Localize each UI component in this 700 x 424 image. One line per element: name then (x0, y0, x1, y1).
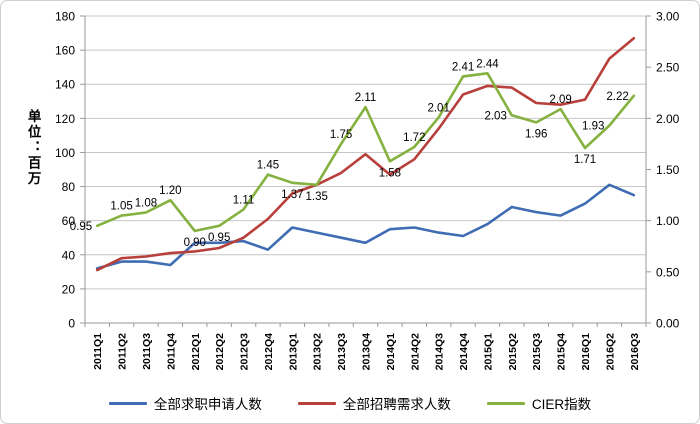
svg-text:2014Q2: 2014Q2 (409, 333, 421, 371)
left-axis-title: 单位：百万 (25, 109, 41, 187)
legend-label: 全部求职申请人数 (153, 397, 262, 412)
svg-text:1.37: 1.37 (281, 189, 303, 201)
svg-text:140: 140 (55, 78, 75, 92)
svg-text:0.95: 0.95 (208, 232, 230, 244)
svg-text:0.50: 0.50 (656, 265, 680, 279)
svg-text:120: 120 (55, 112, 75, 126)
chart-legend: 全部求职申请人数 全部招聘需求人数 CIER指数 (1, 393, 699, 413)
svg-text:2013Q1: 2013Q1 (287, 333, 299, 371)
svg-text:1.08: 1.08 (135, 197, 157, 209)
series-line-0 (95, 183, 636, 270)
blue-line-swatch-icon (108, 401, 147, 405)
series-line-2 (95, 72, 636, 233)
svg-text:1.00: 1.00 (656, 214, 680, 228)
svg-text:2016Q1: 2016Q1 (580, 333, 592, 371)
svg-text:2012Q1: 2012Q1 (190, 333, 202, 371)
svg-text:2013Q4: 2013Q4 (361, 333, 373, 371)
svg-text:1.20: 1.20 (159, 185, 181, 197)
svg-text:20: 20 (62, 282, 76, 296)
svg-text:100: 100 (55, 146, 75, 160)
svg-text:1.11: 1.11 (233, 194, 255, 206)
svg-text:1.45: 1.45 (257, 160, 279, 172)
svg-text:2012Q2: 2012Q2 (214, 333, 226, 371)
svg-text:2014Q3: 2014Q3 (434, 333, 446, 371)
left-axis-labels: 0 20 40 60 80 100 120 140 160 180 (55, 10, 75, 331)
svg-text:2013Q2: 2013Q2 (312, 333, 324, 371)
svg-text:80: 80 (62, 180, 76, 194)
svg-text:0.95: 0.95 (70, 221, 92, 233)
svg-text:2016Q2: 2016Q2 (604, 333, 616, 371)
svg-text:180: 180 (55, 10, 75, 24)
green-line-swatch-icon (486, 401, 525, 405)
svg-text:1.50: 1.50 (656, 163, 680, 177)
svg-text:2.01: 2.01 (427, 102, 449, 114)
svg-text:2011Q3: 2011Q3 (141, 333, 153, 370)
series-line-1 (95, 36, 636, 272)
svg-text:60: 60 (62, 214, 76, 228)
line-chart: 0 20 40 60 80 100 120 140 160 180 0.00 0.50 1.00 1.50… (55, 10, 680, 371)
x-axis-labels: 2011Q1 2011Q2 2011Q3 2011Q4 2012Q1 2012Q2 2012… (92, 333, 641, 371)
svg-text:160: 160 (55, 44, 75, 58)
svg-text:2.09: 2.09 (549, 94, 571, 106)
svg-text:2.00: 2.00 (656, 112, 680, 126)
svg-text:2.03: 2.03 (484, 110, 506, 122)
svg-text:2011Q4: 2011Q4 (165, 333, 177, 370)
svg-text:1.75: 1.75 (330, 129, 352, 141)
svg-text:2011Q1: 2011Q1 (92, 333, 104, 370)
svg-text:1.58: 1.58 (379, 167, 401, 179)
svg-text:2015Q3: 2015Q3 (531, 333, 543, 371)
svg-text:1.96: 1.96 (525, 128, 547, 140)
svg-text:0: 0 (68, 317, 75, 331)
svg-text:2.44: 2.44 (476, 58, 499, 70)
svg-text:2013Q3: 2013Q3 (336, 333, 348, 371)
svg-text:2.22: 2.22 (606, 91, 628, 103)
svg-text:1.05: 1.05 (110, 201, 132, 213)
legend-item-cier: CIER指数 (486, 393, 592, 413)
legend-item-applications: 全部求职申请人数 (108, 393, 262, 413)
svg-text:2015Q1: 2015Q1 (482, 333, 494, 371)
svg-text:3.00: 3.00 (656, 10, 680, 24)
svg-text:40: 40 (62, 248, 76, 262)
svg-text:2.50: 2.50 (656, 61, 680, 75)
svg-text:2014Q1: 2014Q1 (385, 333, 397, 371)
svg-text:1.93: 1.93 (582, 120, 604, 132)
svg-text:1.72: 1.72 (403, 132, 425, 144)
gridlines (85, 15, 646, 290)
svg-text:2012Q3: 2012Q3 (239, 333, 251, 371)
svg-text:0.00: 0.00 (656, 317, 680, 331)
legend-label: 全部招聘需求人数 (342, 397, 451, 412)
svg-text:2015Q2: 2015Q2 (507, 333, 519, 371)
svg-text:2.41: 2.41 (452, 61, 474, 73)
svg-text:2014Q4: 2014Q4 (458, 333, 470, 371)
axes (80, 15, 651, 327)
svg-text:1.35: 1.35 (306, 191, 328, 203)
legend-label: CIER指数 (531, 397, 592, 412)
svg-text:0.90: 0.90 (184, 237, 206, 249)
svg-text:1.71: 1.71 (574, 154, 596, 166)
svg-text:2016Q3: 2016Q3 (629, 333, 641, 371)
svg-text:2.11: 2.11 (355, 92, 377, 104)
svg-text:2015Q4: 2015Q4 (556, 333, 568, 371)
cier-data-labels: 0.951.05 1.081.200.90 0.951.111.451.37 1.35… (70, 58, 629, 249)
red-line-swatch-icon (297, 401, 336, 405)
svg-text:2012Q4: 2012Q4 (263, 333, 275, 371)
right-axis-labels: 0.00 0.50 1.00 1.50 2.00 2.50 3.00 (656, 10, 680, 331)
legend-item-demand: 全部招聘需求人数 (297, 393, 451, 413)
svg-text:2011Q2: 2011Q2 (117, 333, 129, 370)
